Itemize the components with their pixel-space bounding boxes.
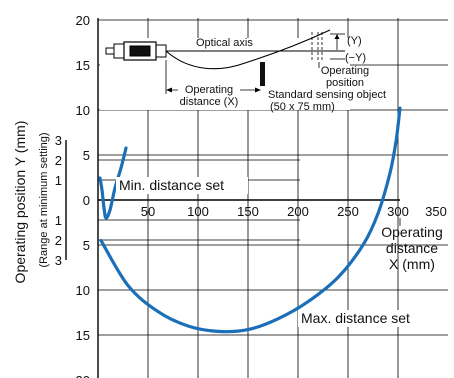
inset-y-minus: (−Y) [345,52,366,64]
y-tick-label: 5 [83,238,90,253]
x-tick-label: 100 [187,204,209,219]
sub-tick-label: 3 [55,253,62,268]
optical-axis-label: Optical axis [196,37,253,49]
y-tick-label: 15 [76,58,90,73]
sub-tick-label: 1 [55,173,62,188]
inset-operating-position-1: Operating [321,65,369,77]
y-tick-label: 0 [83,193,90,208]
sub-tick-label: 2 [55,153,62,168]
series-layer [98,106,402,334]
inset-y-plus: (Y) [347,35,362,47]
sub-tick-label: 1 [55,213,62,228]
x-tick-label: 50 [141,204,155,219]
y-axis-subtitle: (Range at minimum setting) [38,132,50,267]
inset-operating-position-2: position [326,77,364,89]
x-tick-label: 150 [237,204,259,219]
max-label-bg [298,310,442,327]
x-tick-label: 300 [387,204,409,219]
x-axis-title-line-3: X (mm) [389,256,435,272]
sub-tick-label: 2 [55,233,62,248]
sensing-object-icon [260,62,265,86]
x-tick-label: 250 [337,204,359,219]
series-min-distance-line [98,146,128,220]
inset-object-label-2: (50 x 75 mm) [270,101,335,113]
y-tick-label: 5 [83,148,90,163]
sub-tick-label: 3 [55,133,62,148]
tick-labels: 2015105051015203211235010015020025030035… [55,13,447,378]
inset-operating-distance-1: Operating [185,84,233,96]
grid [98,18,448,378]
x-axis-title: Operating distance X (mm) [381,224,442,272]
y-tick-label: 10 [76,283,90,298]
y-tick-label: 10 [76,103,90,118]
x-axis-title-line-1: Operating [381,224,442,240]
inset-operating-distance-2: distance (X) [180,96,239,108]
axes [65,18,401,378]
inset-diagram: Optical axis (Y) (−Y) Operating position… [100,29,386,113]
x-axis-title-line-2: distance [386,240,438,256]
y-tick-label: 20 [76,373,90,378]
series-label-max: Max. distance set [301,310,410,326]
inset-object-label-1: Standard sensing object [268,89,386,101]
x-tick-label: 350 [425,204,447,219]
y-tick-label: 20 [76,13,90,28]
series-max-distance-line [99,106,402,334]
y-axis-title: Operating position Y (mm) [12,121,28,284]
series-label-min: Min. distance set [119,177,224,193]
sensor-icon [105,41,167,61]
y-tick-label: 15 [76,328,90,343]
detection-envelope [165,29,331,70]
min-label-bg [116,177,248,194]
x-tick-label: 200 [287,204,309,219]
